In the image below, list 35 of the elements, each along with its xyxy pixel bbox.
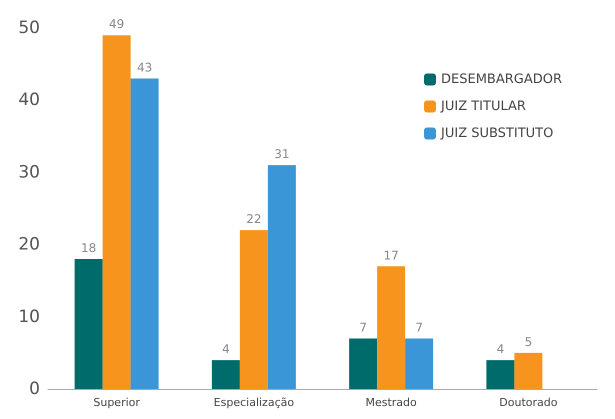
bar — [377, 266, 406, 389]
x-tick-label: Mestrado — [365, 396, 418, 409]
data-label: 22 — [246, 212, 262, 226]
y-tick-label: 20 — [18, 234, 40, 255]
y-tick-label: 10 — [18, 306, 40, 327]
data-label: 4 — [222, 342, 230, 356]
x-tick-label: Superior — [93, 396, 140, 409]
legend-label: JUIZ SUBSTITUTO — [440, 126, 554, 141]
data-label: 7 — [415, 320, 423, 334]
bar — [349, 338, 378, 389]
bar — [74, 259, 103, 389]
legend-label: JUIZ TITULAR — [440, 99, 526, 114]
y-tick-label: 30 — [18, 162, 40, 182]
bar — [268, 165, 296, 389]
x-tick-label: Especialização — [214, 396, 294, 409]
bar — [405, 338, 434, 389]
data-label: 18 — [80, 241, 96, 256]
data-label: 43 — [136, 60, 152, 75]
y-tick-label: 0 — [29, 379, 40, 399]
bar — [212, 360, 240, 389]
data-label: 31 — [274, 147, 290, 162]
data-label: 4 — [496, 342, 504, 356]
y-tick-label: 40 — [18, 90, 40, 110]
legend-label: DESEMBARGADOR — [441, 72, 562, 87]
bar — [514, 352, 542, 389]
bar — [102, 35, 131, 389]
data-label: 49 — [108, 17, 124, 32]
bar — [240, 230, 268, 389]
data-label: 7 — [359, 320, 367, 334]
data-label: 17 — [383, 248, 399, 262]
y-tick-label: 50 — [18, 18, 40, 38]
data-label: 5 — [524, 334, 532, 349]
bar — [130, 78, 159, 389]
x-tick-label: Doutorado — [499, 396, 558, 409]
bar — [486, 360, 514, 389]
